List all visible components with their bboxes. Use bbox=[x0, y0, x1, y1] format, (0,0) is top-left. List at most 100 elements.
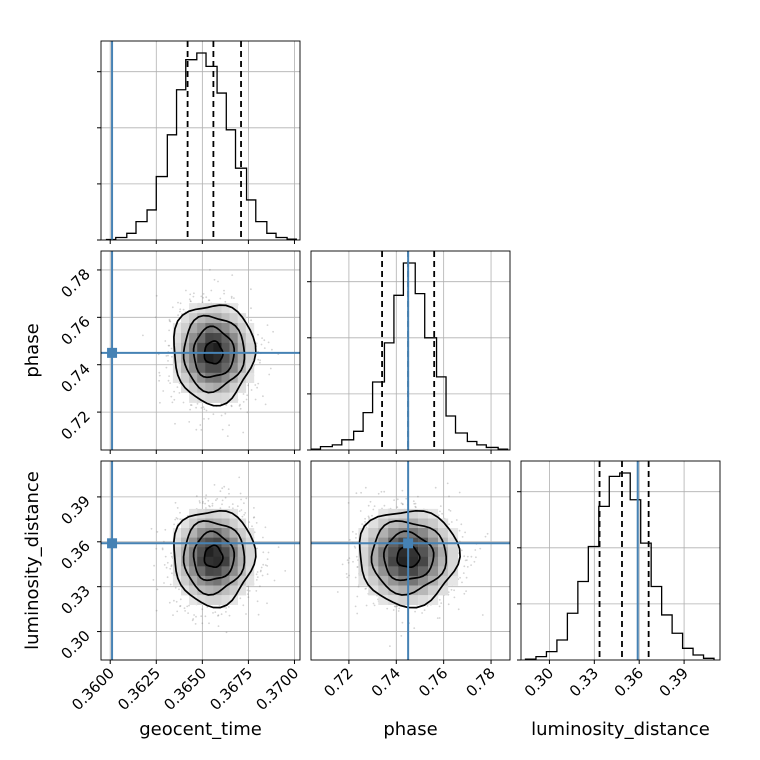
sample-point bbox=[266, 602, 268, 605]
density-cell bbox=[398, 595, 409, 605]
sample-point bbox=[259, 585, 261, 588]
density-cell bbox=[205, 352, 214, 364]
sample-point bbox=[447, 591, 450, 594]
sample-point bbox=[400, 502, 403, 505]
density-panel-geocent_time-luminosity_distance bbox=[101, 461, 300, 660]
sample-point bbox=[255, 573, 258, 576]
density-cell bbox=[368, 518, 379, 529]
density-cell bbox=[408, 566, 419, 577]
sample-point bbox=[226, 435, 229, 437]
sample-point bbox=[284, 570, 287, 572]
sample-point bbox=[185, 289, 187, 292]
sample-point bbox=[355, 537, 357, 539]
density-cell bbox=[221, 313, 230, 324]
sample-point bbox=[367, 515, 370, 518]
density-cell bbox=[197, 556, 206, 567]
sample-point bbox=[254, 384, 257, 386]
x-tick-label: 0.3625 bbox=[114, 664, 164, 714]
density-cell bbox=[408, 585, 419, 596]
sample-point bbox=[458, 529, 461, 532]
sample-point bbox=[205, 507, 207, 509]
sample-point bbox=[356, 595, 359, 598]
sample-point bbox=[190, 404, 193, 406]
sample-point bbox=[171, 306, 174, 309]
density-cell bbox=[197, 333, 206, 344]
sample-point bbox=[386, 607, 389, 610]
sample-point bbox=[208, 622, 210, 625]
y-tick-label: 0.78 bbox=[57, 265, 93, 301]
sample-point bbox=[195, 406, 198, 409]
density-cell bbox=[172, 528, 182, 538]
sample-point bbox=[171, 572, 173, 575]
sample-point bbox=[186, 605, 189, 608]
sample-point bbox=[255, 590, 258, 592]
sample-point bbox=[184, 610, 187, 612]
sample-point bbox=[448, 523, 450, 526]
sample-point bbox=[176, 507, 179, 509]
density-cell bbox=[189, 575, 198, 586]
sample-point bbox=[230, 404, 233, 407]
density-cell bbox=[189, 595, 198, 605]
sample-point bbox=[401, 489, 404, 492]
density-cell bbox=[378, 518, 389, 529]
sample-point bbox=[228, 506, 231, 508]
sample-point bbox=[383, 504, 386, 507]
sample-point bbox=[168, 601, 171, 604]
density-cell bbox=[408, 575, 419, 586]
sample-point bbox=[231, 274, 234, 276]
sample-point bbox=[230, 405, 233, 408]
x-tick-label: 0.78 bbox=[463, 664, 499, 700]
density-cell bbox=[229, 392, 238, 403]
sample-point bbox=[461, 581, 463, 584]
histogram-luminosity_distance bbox=[524, 472, 715, 660]
sample-point bbox=[161, 548, 164, 551]
x-axis-label-luminosity-distance: luminosity_distance bbox=[531, 719, 710, 740]
density-cell bbox=[237, 313, 247, 324]
contour-2 bbox=[370, 520, 448, 596]
sample-point bbox=[179, 302, 182, 305]
sample-point bbox=[357, 585, 360, 588]
x-tick-label: 0.36 bbox=[611, 664, 647, 700]
sample-point bbox=[262, 536, 264, 539]
sample-point bbox=[273, 579, 276, 582]
sample-point bbox=[191, 619, 194, 622]
histogram-geocent_time bbox=[105, 52, 297, 240]
contour-0 bbox=[203, 544, 224, 569]
density-cell bbox=[245, 372, 255, 383]
density-cell bbox=[378, 575, 389, 586]
x-tick-label: 0.3700 bbox=[252, 664, 302, 714]
density-cell bbox=[213, 595, 222, 605]
density-cell bbox=[172, 566, 182, 577]
density-cell bbox=[205, 382, 214, 393]
density-cell bbox=[358, 528, 369, 538]
sample-point bbox=[364, 517, 366, 520]
sample-point bbox=[347, 502, 350, 504]
sample-point bbox=[223, 292, 226, 295]
sample-point bbox=[354, 547, 357, 549]
sample-point bbox=[218, 605, 221, 607]
sample-point bbox=[167, 379, 170, 382]
density-cell bbox=[408, 547, 419, 558]
density-cell bbox=[418, 566, 429, 577]
sample-point bbox=[461, 536, 464, 538]
density-cell bbox=[418, 547, 429, 558]
sample-point bbox=[198, 500, 201, 502]
sample-point bbox=[447, 603, 450, 606]
sample-point bbox=[267, 551, 270, 554]
x-tick-label: 0.74 bbox=[368, 664, 404, 700]
sample-point bbox=[173, 398, 176, 401]
sample-point bbox=[463, 555, 466, 558]
sample-point bbox=[401, 621, 404, 624]
density-cell bbox=[237, 547, 247, 558]
sample-point bbox=[225, 611, 227, 613]
sample-point bbox=[241, 515, 244, 518]
sample-point bbox=[228, 614, 231, 617]
density-cell bbox=[229, 595, 238, 605]
contour-1 bbox=[192, 530, 236, 582]
density-cell bbox=[408, 508, 419, 519]
density-cell bbox=[205, 595, 214, 605]
sample-point bbox=[250, 288, 252, 291]
sample-point bbox=[354, 605, 357, 608]
density-cell bbox=[197, 547, 206, 558]
density-cell bbox=[438, 528, 449, 538]
